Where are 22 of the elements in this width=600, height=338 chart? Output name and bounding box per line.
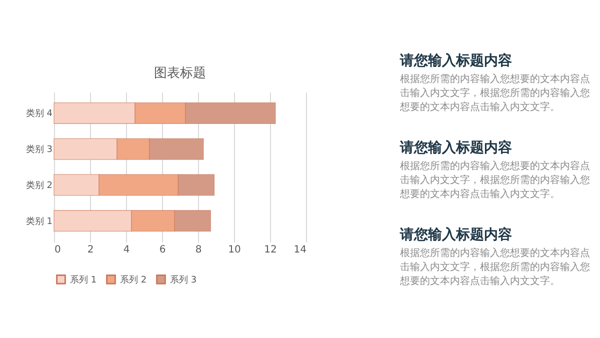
text: 根据您所需的内容输入您想要的文本内容点击输入内文文字，根据您所需的内容输入您想要的文本内容点击输入内文文字。 bbox=[400, 160, 590, 202]
y-tick-label: 类别 3 bbox=[26, 144, 52, 156]
x-tick-label: 4 bbox=[123, 244, 130, 256]
x-tick-label: 6 bbox=[159, 244, 166, 256]
text: 请您输入标题内容 bbox=[400, 226, 513, 244]
text: 请您输入标题内容 bbox=[400, 139, 513, 157]
legend-label: 系列 2 bbox=[120, 274, 147, 286]
y-tick-label: 类别 1 bbox=[26, 216, 52, 227]
x-tick-label: 8 bbox=[195, 244, 202, 256]
x-tick-label: 0 bbox=[54, 244, 61, 256]
x-tick-label: 10 bbox=[228, 244, 241, 256]
y-tick-label: 类别 2 bbox=[26, 180, 52, 191]
text: 请您输入标题内容 bbox=[400, 52, 513, 70]
legend-label: 系列 3 bbox=[170, 274, 197, 286]
text: 根据您所需的内容输入您想要的文本内容点击输入内文文字，根据您所需的内容输入您想要的文本内容点击输入内文文字。 bbox=[400, 247, 590, 289]
x-tick-label: 12 bbox=[264, 244, 277, 256]
text: 根据您所需的内容输入您想要的文本内容点击输入内文文字，根据您所需的内容输入您想要的文本内容点击输入内文文字。 bbox=[400, 73, 590, 115]
chart-title: 图表标题 bbox=[154, 66, 206, 81]
x-tick-label: 2 bbox=[87, 244, 94, 256]
y-tick-label: 类别 4 bbox=[26, 108, 53, 120]
x-tick-label: 14 bbox=[294, 244, 306, 256]
legend-label: 系列 1 bbox=[70, 274, 97, 286]
